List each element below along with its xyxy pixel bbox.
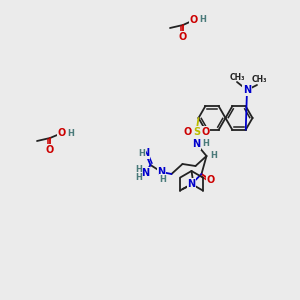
Text: S: S <box>193 127 200 137</box>
Text: O: O <box>190 15 198 25</box>
Text: H: H <box>202 140 209 148</box>
Text: N: N <box>192 139 201 149</box>
Text: N: N <box>141 168 150 178</box>
Text: H: H <box>135 166 142 175</box>
Text: O: O <box>201 127 210 137</box>
Text: H: H <box>199 16 206 25</box>
Text: CH₃: CH₃ <box>251 76 267 85</box>
Text: H: H <box>139 148 145 158</box>
Text: N: N <box>141 148 150 158</box>
Text: N: N <box>243 85 251 95</box>
Text: O: O <box>58 128 66 138</box>
Text: N: N <box>158 167 166 177</box>
Text: H: H <box>160 175 167 184</box>
Text: O: O <box>206 175 214 185</box>
Text: O: O <box>183 127 192 137</box>
Text: O: O <box>179 32 187 42</box>
Text: N: N <box>188 179 196 189</box>
Text: H: H <box>67 128 74 137</box>
Text: H: H <box>211 151 218 160</box>
Text: CH₃: CH₃ <box>229 73 245 82</box>
Text: O: O <box>46 145 54 155</box>
Text: H: H <box>135 173 142 182</box>
